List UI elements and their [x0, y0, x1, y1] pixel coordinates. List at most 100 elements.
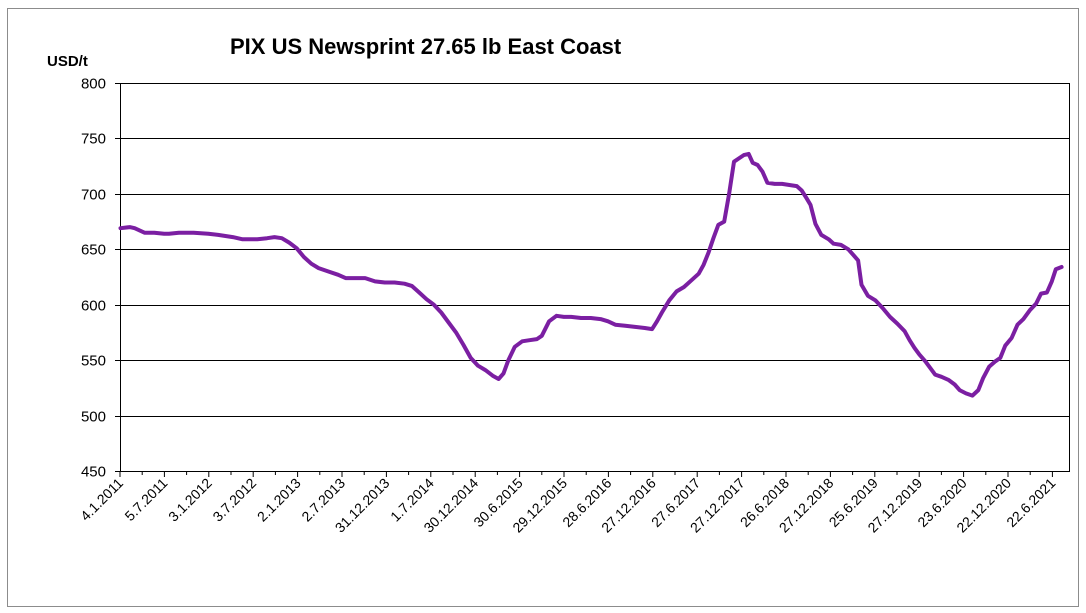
data-point	[874, 299, 877, 302]
data-point	[656, 320, 658, 323]
y-tick-label: 500	[81, 409, 106, 426]
data-point	[766, 182, 769, 184]
data-point	[788, 184, 791, 186]
data-point	[728, 193, 730, 195]
data-point	[634, 326, 636, 328]
data-point	[364, 277, 367, 279]
data-point	[723, 220, 725, 223]
data-point	[502, 372, 505, 375]
data-point	[733, 160, 735, 163]
plot-area-border	[120, 83, 1070, 472]
data-point	[455, 331, 457, 334]
data-point	[207, 233, 210, 235]
data-point	[548, 320, 550, 323]
data-point	[129, 226, 131, 228]
data-point	[288, 241, 291, 244]
data-point	[903, 330, 906, 333]
y-axis-unit-label: USD/t	[47, 53, 88, 70]
data-point	[820, 234, 823, 236]
data-point	[178, 231, 180, 234]
y-tick-label: 750	[81, 131, 106, 148]
data-point	[536, 338, 538, 340]
series-layer	[118, 151, 1064, 398]
data-point	[384, 281, 386, 284]
data-point	[1046, 291, 1048, 294]
data-point	[1060, 266, 1063, 268]
data-point	[924, 360, 927, 363]
data-point	[908, 339, 911, 342]
data-point	[354, 277, 357, 279]
gridlines	[120, 138, 1069, 417]
data-point	[133, 227, 136, 229]
data-point	[317, 267, 320, 269]
data-point	[781, 183, 783, 185]
y-tick-label: 650	[81, 242, 106, 259]
data-point	[644, 327, 646, 329]
data-point	[119, 227, 122, 229]
data-point	[143, 231, 146, 234]
y-tick-label: 800	[81, 76, 106, 93]
data-point	[514, 346, 516, 348]
data-point	[477, 364, 479, 367]
data-point	[541, 335, 543, 337]
data-point	[1010, 337, 1013, 339]
data-point	[1055, 268, 1057, 271]
data-point	[393, 281, 396, 284]
data-point	[702, 264, 705, 266]
data-point	[940, 376, 943, 378]
data-point	[1040, 292, 1042, 295]
data-point	[1051, 280, 1053, 283]
data-point	[256, 238, 259, 241]
data-point	[327, 270, 330, 273]
data-point	[344, 277, 347, 279]
data-point	[266, 237, 268, 239]
data-point	[295, 247, 298, 249]
chart-title: PIX US Newsprint 27.65 lb East Coast	[230, 34, 622, 59]
data-point	[138, 229, 141, 232]
data-point	[953, 383, 956, 386]
data-point	[555, 315, 558, 317]
data-point	[743, 154, 745, 156]
data-point	[281, 237, 283, 239]
data-point	[217, 234, 219, 236]
data-point	[971, 394, 974, 397]
data-point	[570, 316, 572, 318]
data-point	[168, 233, 170, 235]
y-tick-label: 700	[81, 187, 106, 204]
data-point	[958, 389, 961, 391]
data-point	[840, 244, 842, 246]
data-point	[418, 291, 421, 294]
data-point	[999, 357, 1002, 359]
data-point	[590, 317, 592, 319]
data-point	[805, 197, 808, 200]
data-point	[497, 378, 500, 380]
data-point	[747, 153, 750, 155]
data-point	[800, 189, 803, 192]
data-point	[852, 254, 854, 256]
y-tick-label: 450	[81, 464, 106, 481]
data-point	[447, 321, 450, 324]
data-point	[707, 251, 710, 254]
data-point	[1029, 309, 1031, 312]
data-point	[832, 242, 835, 245]
data-point	[690, 279, 693, 282]
data-point	[580, 317, 582, 319]
data-point	[521, 340, 523, 343]
data-point	[462, 343, 465, 346]
data-point	[814, 223, 817, 225]
data-point	[563, 316, 565, 318]
data-point	[847, 248, 850, 251]
data-point	[948, 379, 950, 381]
data-point	[337, 274, 340, 276]
data-point	[751, 162, 754, 164]
data-point	[773, 183, 776, 185]
data-point	[599, 318, 602, 320]
data-point	[668, 299, 671, 302]
data-point	[661, 311, 663, 314]
data-point	[310, 262, 313, 265]
data-point	[809, 204, 812, 206]
data-point	[507, 359, 510, 361]
data-point	[232, 236, 234, 238]
